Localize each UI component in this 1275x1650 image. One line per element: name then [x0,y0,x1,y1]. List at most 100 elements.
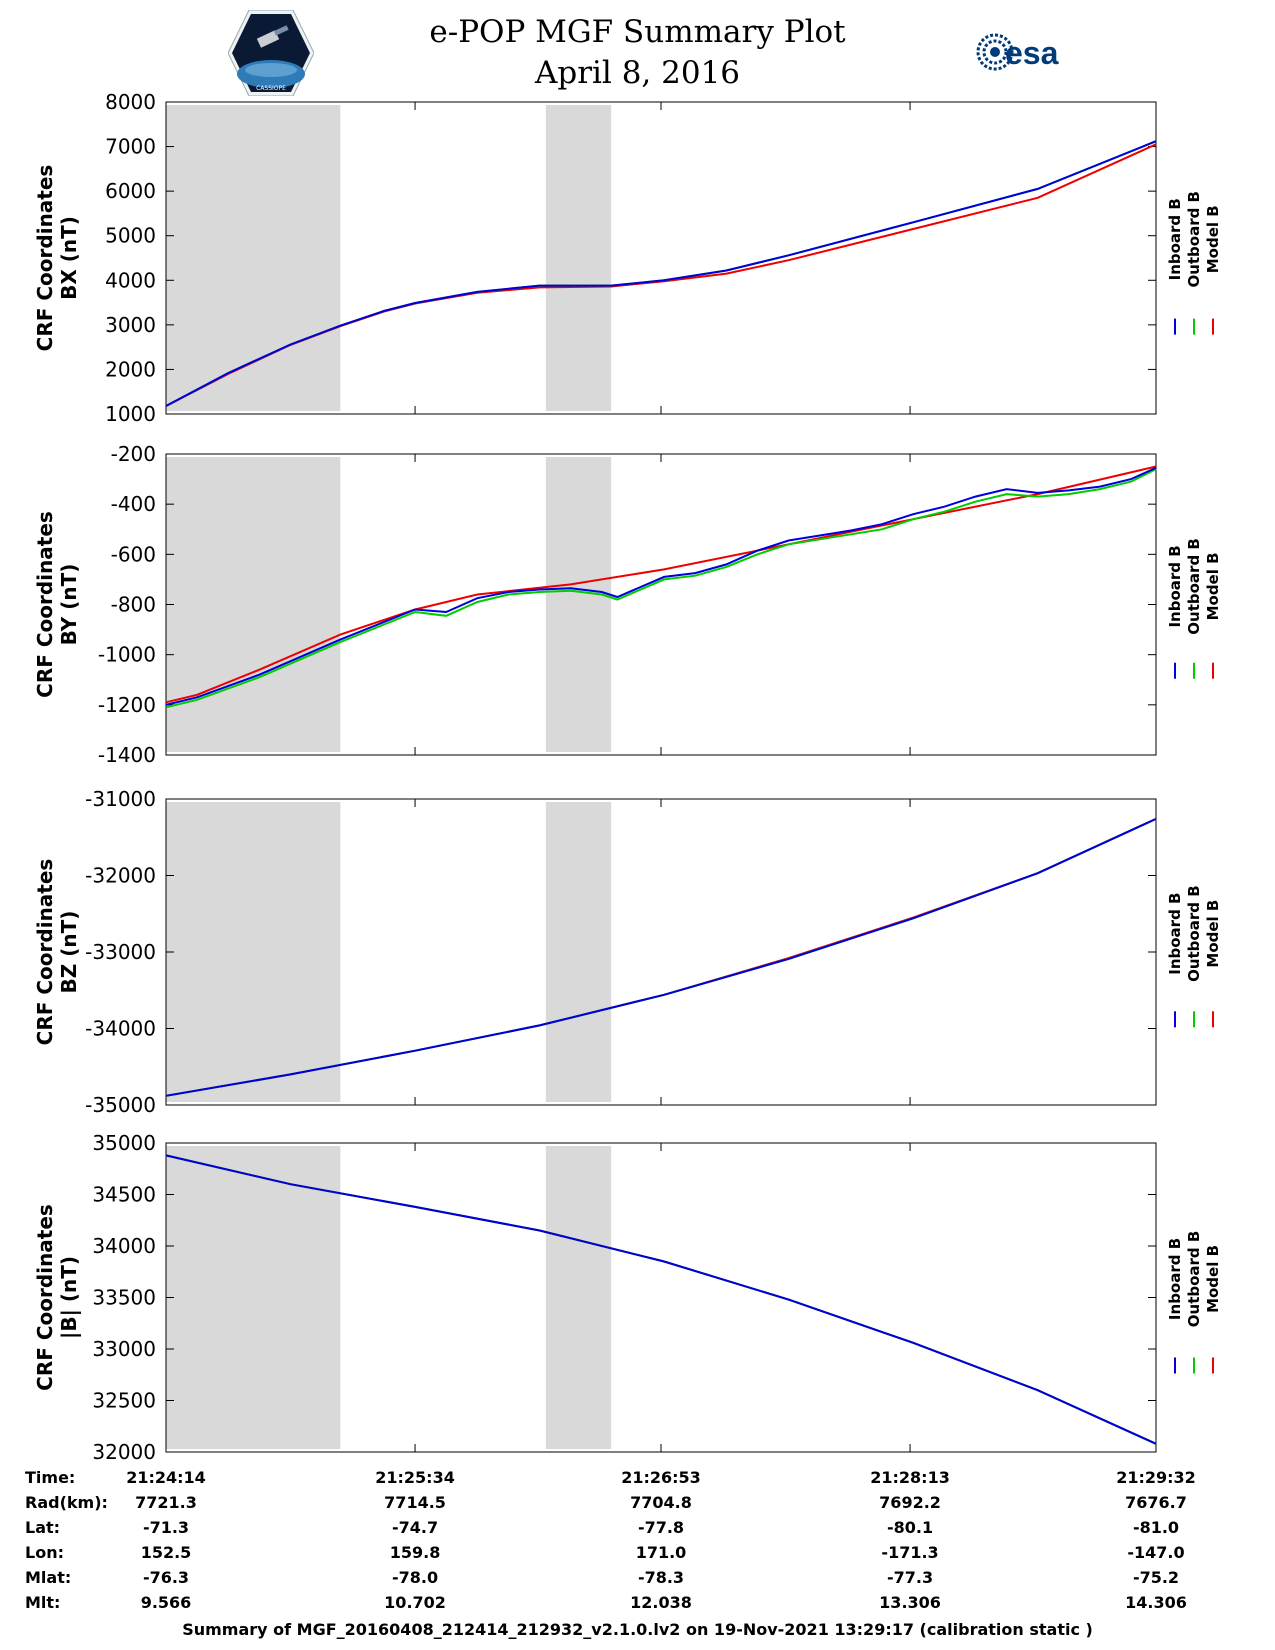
ephemeris-value: 10.702 [384,1593,446,1612]
legend-label: Outboard B [1185,885,1203,982]
series-line-inboard-b [165,466,1157,706]
plot-title: e-POP MGF Summary Plot [429,14,846,50]
shaded-region [166,802,341,1102]
y-tick-label: 34500 [92,1183,156,1207]
ephemeris-value: 9.566 [140,1593,192,1612]
ephemeris-value: -77.8 [637,1518,685,1537]
footer-caption: Summary of MGF_20160408_212414_212932_v2… [182,1620,1093,1639]
panel-1: 1000 2000 3000 4000 5000 6000 7000 8000 CRF Coor… [33,90,1222,426]
shaded-region [166,1146,341,1449]
ephemeris-value: 7714.5 [384,1493,446,1512]
ephemeris-value: 159.8 [389,1543,441,1562]
y-tick-label: 1000 [105,402,156,426]
y-tick-label: -1200 [98,693,156,717]
legend-label: Outboard B [1185,1231,1203,1328]
y-axis-label: CRF CoordinatesBY (nT) [33,511,81,698]
series-line-inboard-b [165,1154,1157,1445]
y-tick-label: 3000 [105,313,156,337]
ephemeris-row-label: Rad(km): [25,1493,108,1512]
y-tick-label: 2000 [105,357,156,381]
y-tick-label: 32500 [92,1389,156,1413]
y-axis-label: CRF CoordinatesBZ (nT) [33,859,81,1046]
ephemeris-value: 7721.3 [135,1493,197,1512]
series-line-outboard-b [165,468,1157,709]
ephemeris-value: -71.3 [142,1518,190,1537]
plot-date: April 8, 2016 [534,55,741,91]
y-axis-label-line2: BX (nT) [57,216,81,300]
ephemeris-value: -76.3 [142,1568,190,1587]
y-axis-label-line2: BZ (nT) [57,911,81,994]
ephemeris-value: -80.1 [886,1518,934,1537]
y-tick-label: -31000 [85,787,156,811]
y-tick-label: 35000 [92,1131,156,1155]
y-tick-label: 8000 [105,90,156,114]
ephemeris-value: 21:25:34 [375,1468,455,1487]
cassiope-logo-text: CASSIOPE [256,85,286,92]
y-tick-label: -600 [111,542,156,566]
shaded-region [545,457,612,752]
legend-label: Outboard B [1185,191,1203,288]
legend-label: Model B [1204,900,1222,968]
panel-4: 32000 32500 33000 33500 34000 34500 35000 CRF C… [33,1131,1222,1464]
ephemeris-value: -147.0 [1127,1543,1185,1562]
legend-label: Inboard B [1166,545,1184,627]
shaded-region [545,1146,612,1449]
ephemeris-value: -81.0 [1132,1518,1180,1537]
ephemeris-value: 171.0 [635,1543,687,1562]
ephemeris-value: -74.7 [391,1518,439,1537]
ephemeris-value: 21:29:32 [1116,1468,1196,1487]
ephemeris-row-label: Lat: [25,1518,61,1537]
y-tick-label: 6000 [105,179,156,203]
shaded-region [545,802,612,1102]
y-tick-label: -1400 [98,743,156,767]
shaded-region [166,105,341,411]
y-tick-label: -800 [111,593,156,617]
shaded-region [166,457,341,752]
y-axis-label-line1: CRF Coordinates [33,511,57,698]
ephemeris-value: 14.306 [1125,1593,1187,1612]
y-tick-label: -1000 [98,643,156,667]
y-tick-label: 33500 [92,1286,156,1310]
panel-2: -1400 -1200 -1000 -800 -600 -400 -200 CRF Coord… [33,442,1222,767]
ephemeris-value: 7704.8 [630,1493,692,1512]
legend-label: Model B [1204,1245,1222,1313]
ephemeris-value: 7692.2 [879,1493,941,1512]
legend-label: Outboard B [1185,538,1203,635]
y-axis-label-line1: CRF Coordinates [33,165,57,352]
y-tick-label: -35000 [85,1093,156,1117]
ephemeris-row-label: Time: [25,1468,76,1487]
ephemeris-value: 13.306 [879,1593,941,1612]
y-tick-label: -34000 [85,1017,156,1041]
cassiope-mission-logo: CASSIOPE [228,10,314,96]
y-tick-label: 34000 [92,1234,156,1258]
esa-logo: esa [976,33,1059,71]
ephemeris-value: 12.038 [630,1593,692,1612]
ephemeris-value: -78.3 [637,1568,685,1587]
ephemeris-row-label: Mlat: [25,1568,72,1587]
y-axis-label-line1: CRF Coordinates [33,1204,57,1391]
y-tick-label: -33000 [85,940,156,964]
series-line-inboard-b [165,817,1157,1097]
y-axis-label: CRF CoordinatesBX (nT) [33,165,81,352]
ephemeris-value: 21:24:14 [126,1468,206,1487]
ephemeris-value: 152.5 [140,1543,192,1562]
y-tick-label: 5000 [105,224,156,248]
y-tick-label: -200 [111,442,156,466]
legend-label: Model B [1204,205,1222,273]
ephemeris-value: 7676.7 [1125,1493,1187,1512]
y-tick-label: 33000 [92,1337,156,1361]
y-tick-label: -32000 [85,864,156,888]
legend-label: Inboard B [1166,1238,1184,1320]
y-tick-label: 4000 [105,268,156,292]
ephemeris-value: -171.3 [881,1543,939,1562]
y-axis-label-line2: |B| (nT) [57,1256,81,1339]
ephemeris-value: 21:28:13 [870,1468,950,1487]
y-tick-label: 32000 [92,1440,156,1464]
y-tick-label: 7000 [105,135,156,159]
ephemeris-row-label: Mlt: [25,1593,61,1612]
series-line-inboard-b [165,140,1157,407]
y-axis-label-line1: CRF Coordinates [33,859,57,1046]
esa-logo-text: esa [1005,35,1059,71]
y-tick-label: -400 [111,492,156,516]
